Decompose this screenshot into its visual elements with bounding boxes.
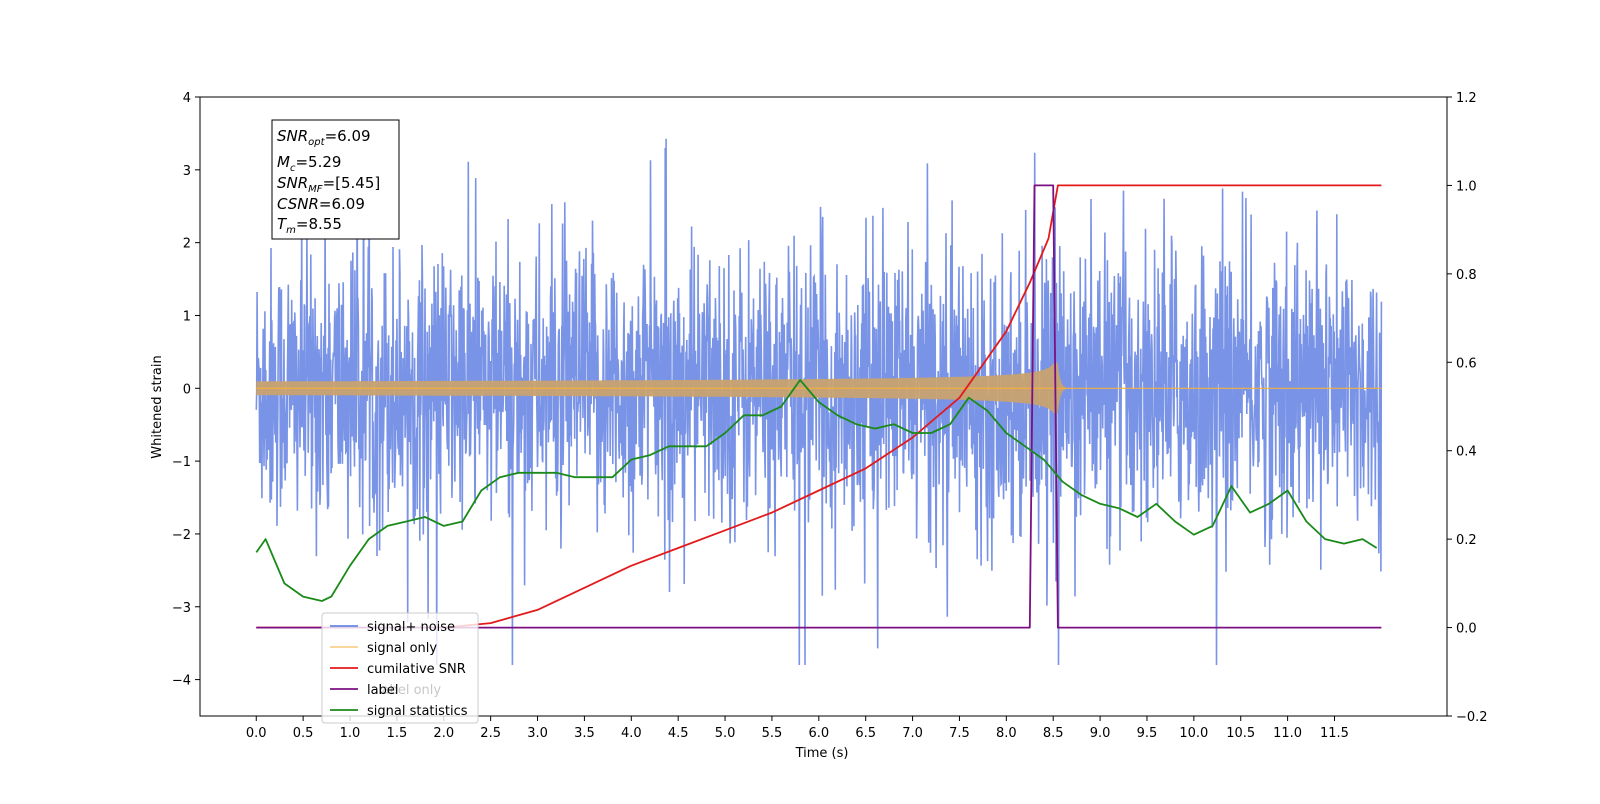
x-tick-label: 2.5 [480,726,501,741]
x-tick-label: 4.0 [621,726,642,741]
x-tick-label: 7.5 [949,726,970,741]
legend-hidden-label: label only [378,683,441,698]
x-tick-label: 7.0 [902,726,923,741]
x-tick-label: 0.0 [246,726,267,741]
x-tick-label: 6.0 [808,726,829,741]
x-tick-label: 8.5 [1043,726,1064,741]
line-series-group [255,184,1382,629]
stat-csnr: CSNR=6.09 [277,195,365,213]
legend-entries: label only signal+ noise signal only cumila… [330,620,468,719]
x-tick-label: 9.5 [1137,726,1158,741]
y-right-tick-label: 0.4 [1456,445,1477,460]
legend-label: label [367,683,398,698]
y-left-tick-label: 1 [183,309,191,324]
y-right-tick-label: 0.0 [1456,622,1477,637]
signal-only-series [256,362,1382,414]
x-tick-label: 3.5 [574,726,595,741]
x-tick-label: 6.5 [855,726,876,741]
x-tick-label: 11.0 [1273,726,1302,741]
x-tick-label: 10.0 [1179,726,1208,741]
y-right-tick-label: 1.2 [1456,91,1477,106]
x-tick-label: 1.5 [387,726,408,741]
x-tick-label: 8.0 [996,726,1017,741]
y-right-tick-label: 0.8 [1456,268,1477,283]
y-axis-left-ticks: 4 3 2 1 0 −1 −2 −3 −4 [172,91,200,689]
stat-csnr-value: 6.09 [332,195,365,213]
y-right-tick-label: 0.2 [1456,533,1477,548]
y-left-tick-label: −1 [172,455,191,470]
x-tick-label: 11.5 [1320,726,1349,741]
signal-statistics-line [255,379,1378,602]
statistics-box-frame [271,119,400,240]
x-axis-ticks: 0.0 0.5 1.0 1.5 2.0 2.5 3.0 3.5 4.0 4.5 5.0 5.5 6.0 6… [246,716,1349,741]
y-axis-right-ticks: 1.2 1.0 0.8 0.6 0.4 0.2 0.0 −0.2 [1447,91,1488,725]
legend-label: signal only [367,641,437,656]
stat-tm: Tm=8.55 [277,215,342,236]
x-tick-label: 10.5 [1226,726,1255,741]
y-left-tick-label: −3 [172,601,191,616]
y-left-tick-label: −4 [172,674,191,689]
y-right-tick-label: 1.0 [1456,179,1477,194]
y-right-tick-label: 0.6 [1456,356,1477,371]
x-tick-label: 5.0 [715,726,736,741]
y-left-tick-label: 0 [183,382,191,397]
x-tick-label: 9.0 [1090,726,1111,741]
label-line [256,184,1382,629]
stat-snr-mf: SNRMF=[5.45] [277,174,380,195]
stat-mc: Mc=5.29 [277,153,341,174]
y-left-tick-label: 4 [183,91,191,106]
stat-snr-mf-value: [5.45] [335,174,380,192]
x-tick-label: 4.5 [668,726,689,741]
y-left-tick-label: 2 [183,237,191,252]
signal-noise-line [255,133,1383,666]
x-tick-label: 0.5 [293,726,314,741]
x-axis-label: Time (s) [795,746,849,761]
stat-snr-opt: SNRopt=6.09 [277,127,371,148]
y-axis-label: Whitened strain [150,355,165,458]
legend-frame [321,612,479,724]
stat-snr-opt-value: 6.09 [337,127,370,145]
signal-noise-series [255,133,1383,666]
x-tick-label: 2.0 [433,726,454,741]
legend-label: signal+ noise [367,620,455,635]
x-tick-label: 1.0 [340,726,361,741]
stat-mc-value: 5.29 [308,153,341,171]
y-left-tick-label: −2 [172,528,191,543]
plot-frame [199,96,1448,717]
legend: label only signal+ noise signal only cumila… [321,612,479,724]
y-right-tick-label: −0.2 [1456,710,1488,725]
legend-label: signal statistics [367,704,468,719]
x-tick-label: 3.0 [527,726,548,741]
stat-tm-value: 8.55 [309,215,342,233]
x-tick-label: 5.5 [762,726,783,741]
statistics-box: SNRopt=6.09 Mc=5.29 SNRMF=[5.45] CSNR=6.… [271,119,400,240]
legend-label: cumilative SNR [367,662,466,677]
y-left-tick-label: 3 [183,164,191,179]
